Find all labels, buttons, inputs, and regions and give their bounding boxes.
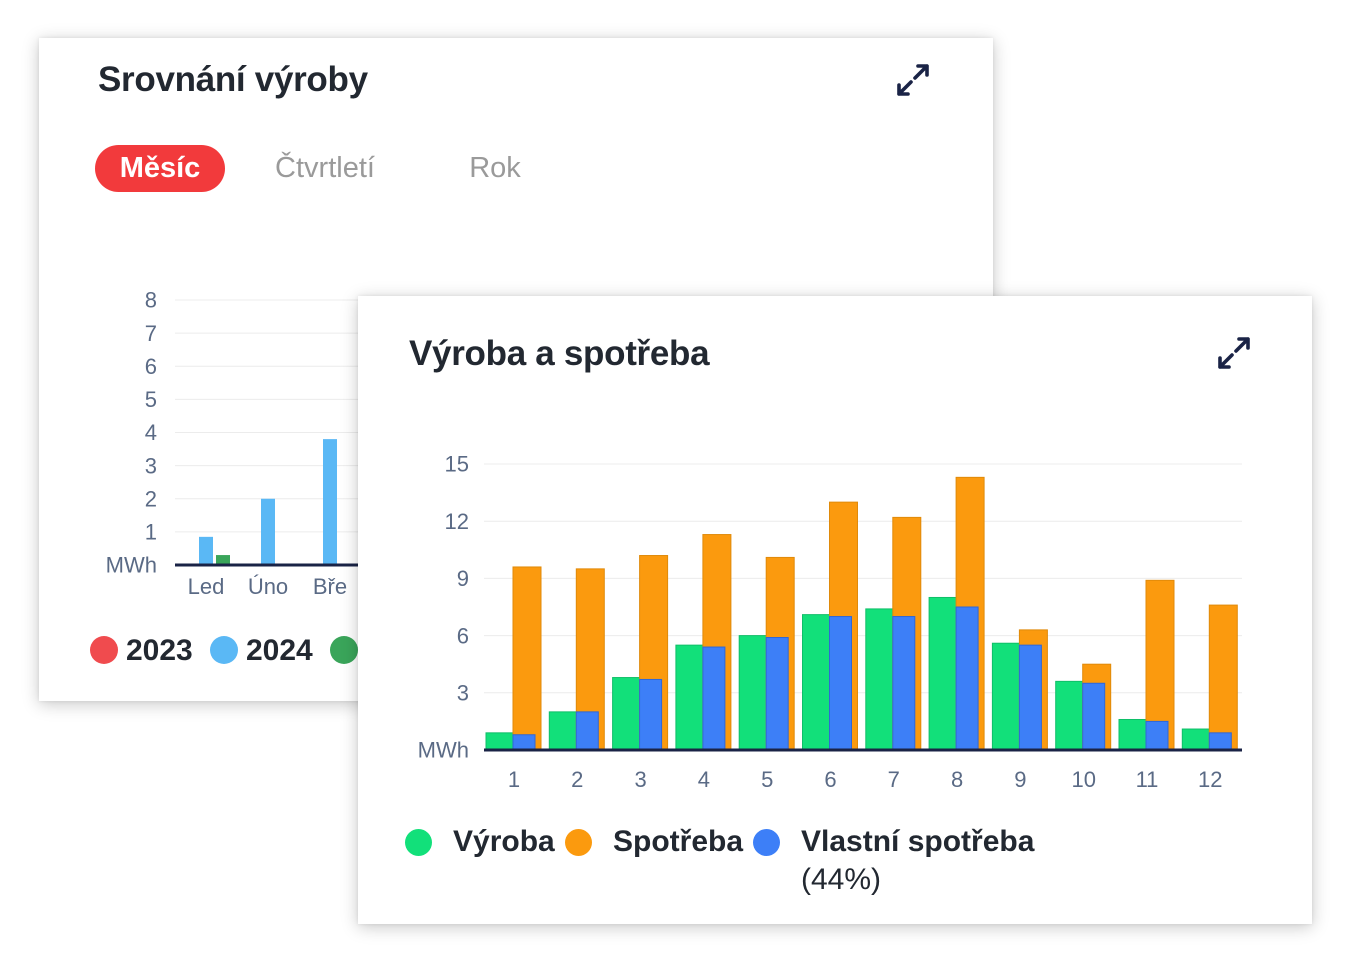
expand-button[interactable] [1214,333,1254,373]
tab-month[interactable]: Měsíc [95,145,225,192]
bar-Výroba-10 [1055,680,1085,751]
y-unit-label: MWh [418,738,469,763]
production-consumption-card: Výroba a spotřeba 3 6 9 12 15 MWh 1 2 3 4 5 6 7 8 9 10 1… [358,296,1312,924]
production-comparison-chart: 1 2 3 4 5 6 7 8 MWh Led Úno Bře [106,288,369,599]
legend-label: Výroba [453,825,555,858]
x-tick-label: 6 [824,767,836,792]
y-tick-label: 6 [145,354,157,379]
y-unit-label: MWh [106,553,157,578]
x-tick-label: Led [188,574,225,599]
y-tick-label: 2 [145,486,157,511]
legend-dot [210,636,238,664]
y-tick-label: 3 [457,681,469,706]
x-tick-label: 12 [1198,767,1222,792]
bar-series-Led [216,555,230,565]
y-tick-label: 5 [145,387,157,412]
y-tick-label: 15 [445,452,469,477]
tab-year[interactable]: Rok [469,152,521,184]
bar-2024-Bře [323,439,337,565]
x-tick-label: 5 [761,767,773,792]
bar-Výroba-5 [738,635,768,751]
bar-Výroba-6 [802,614,831,751]
bar-Vlastní spotřeba-10 [1082,682,1106,751]
bar-Vlastní spotřeba-4 [702,646,726,751]
bar-Vlastní spotřeba-12 [1208,732,1232,751]
bar-2024-Úno [261,498,275,565]
x-tick-label: Bře [313,574,347,599]
x-tick-label: 1 [508,767,520,792]
y-tick-label: 6 [457,623,469,648]
legend-dot [753,829,780,856]
x-tick-label: 10 [1071,767,1095,792]
legend-dot [565,829,592,856]
expand-button[interactable] [893,60,933,100]
x-tick-label: 9 [1014,767,1026,792]
x-tick-label: 11 [1136,767,1159,792]
x-tick-label: Úno [248,574,288,599]
card-title: Srovnání výroby [98,60,368,99]
bar-Vlastní spotřeba-8 [955,606,979,751]
legend-note: (44%) [801,863,882,896]
bar-Výroba-3 [612,677,642,751]
bar-Výroba-8 [928,596,958,751]
bar-Vlastní spotřeba-5 [765,637,789,751]
y-tick-label: 7 [145,321,157,346]
legend-label: Spotřeba [613,825,744,858]
x-tick-label: 4 [698,767,710,792]
bar-Výroba-9 [991,642,1021,751]
bar-Výroba-11 [1118,718,1148,751]
legend-dot [330,636,358,664]
bar-Vlastní spotřeba-11 [1145,720,1169,751]
bar-Vlastní spotřeba-3 [639,678,663,751]
x-tick-label: 3 [634,767,646,792]
bar-Výroba-4 [675,644,705,751]
y-tick-label: 4 [145,420,157,445]
expand-arrows-icon [897,64,929,96]
y-tick-label: 3 [145,453,157,478]
y-tick-label: 12 [445,509,469,534]
bar-Výroba-1 [485,732,515,751]
legend-label: 2024 [246,634,313,667]
bar-Vlastní spotřeba-6 [829,616,852,751]
y-tick-label: 1 [145,520,157,545]
x-tick-label: 7 [888,767,900,792]
y-tick-label: 9 [457,566,469,591]
bar-Výroba-2 [548,711,578,751]
bar-Výroba-7 [865,608,895,751]
legend-label: 2023 [126,634,193,667]
bar-2024-Led [199,536,213,565]
bar-Výroba-12 [1181,728,1211,751]
legend-dot [405,829,432,856]
y-tick-label: 8 [145,288,157,313]
tab-quarter[interactable]: Čtvrtletí [275,152,375,184]
card-title: Výroba a spotřeba [409,334,710,373]
bar-Spotřeba-12 [1208,604,1238,751]
legend-label: Vlastní spotřeba [801,825,1035,858]
x-tick-label: 8 [951,767,963,792]
bar-Vlastní spotřeba-9 [1018,644,1042,751]
x-tick-label: 2 [571,767,583,792]
bar-Vlastní spotřeba-2 [575,711,599,751]
legend-dot [90,636,118,664]
bar-Spotřeba-1 [512,566,542,751]
bar-Vlastní spotřeba-7 [892,616,916,751]
bar-Vlastní spotřeba-1 [512,734,536,751]
expand-arrows-icon [1218,337,1250,369]
